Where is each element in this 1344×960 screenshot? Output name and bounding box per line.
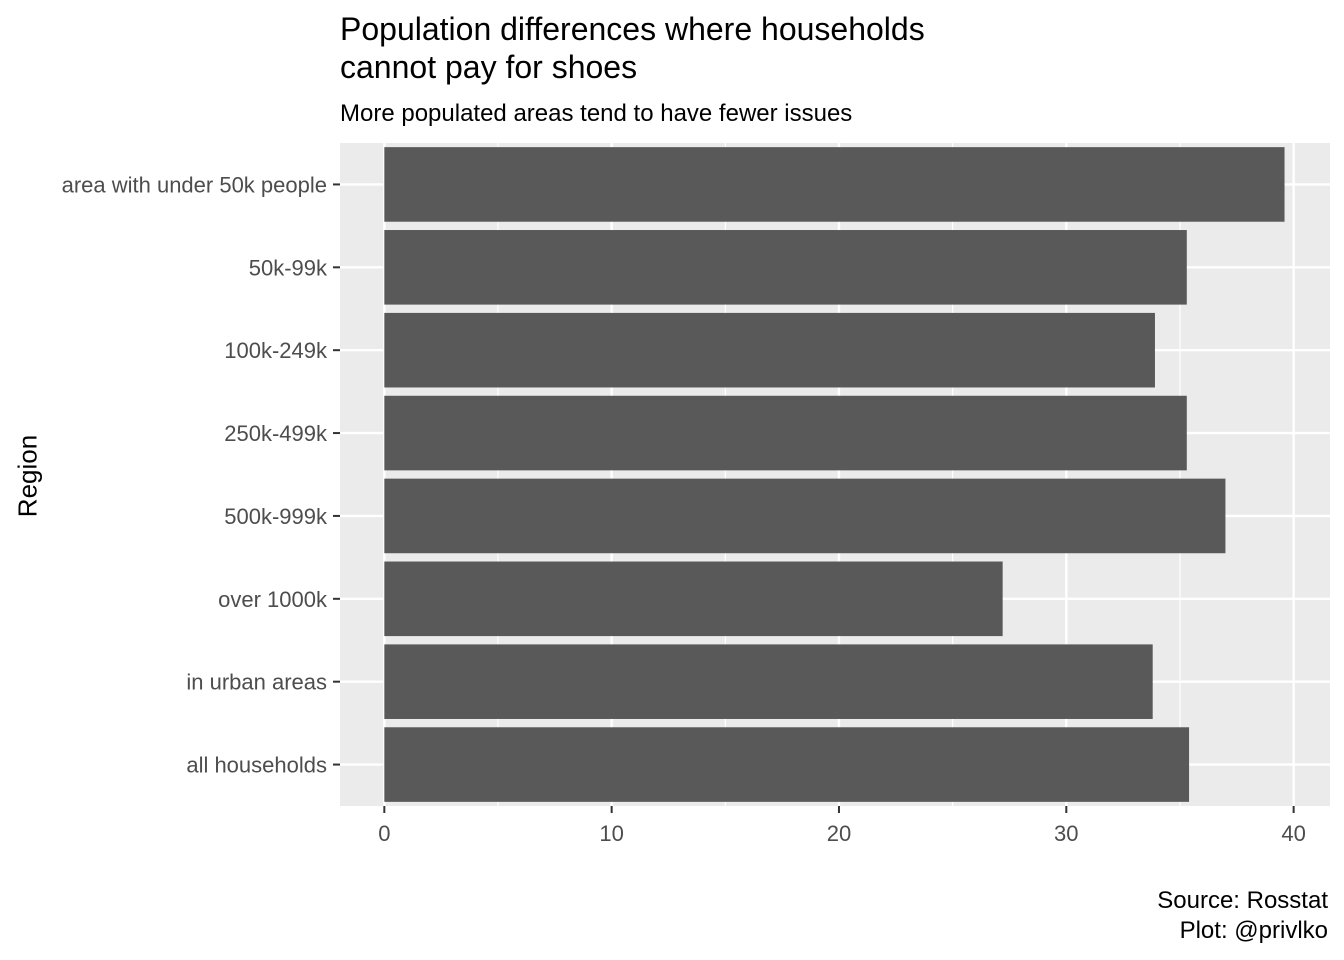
x-tick-label: 20 (827, 821, 851, 846)
y-axis: area with under 50k people 50k-99k 100k-24… (62, 172, 340, 778)
y-tick-label: 100k-249k (224, 338, 328, 363)
y-tick-label: over 1000k (218, 587, 328, 612)
bar (384, 395, 1187, 471)
x-tick-label: 0 (378, 821, 390, 846)
caption-credit: Plot: @privlko (1179, 917, 1328, 944)
chart-subtitle: More populated areas tend to have fewer … (340, 100, 853, 127)
bar (384, 147, 1285, 222)
chart-title: Population differences where households … (340, 11, 925, 85)
x-tick-label: 40 (1281, 821, 1305, 846)
y-tick-label: in urban areas (186, 670, 327, 695)
bar (384, 478, 1226, 554)
x-tick-label: 30 (1054, 821, 1078, 846)
y-tick-label: 250k-499k (224, 421, 328, 446)
bars (384, 147, 1285, 802)
x-tick-label: 10 (599, 821, 623, 846)
bar (384, 230, 1187, 305)
y-tick-label: 500k-999k (224, 504, 328, 529)
bar (384, 561, 1003, 637)
bar (384, 312, 1155, 388)
y-tick-label: all households (186, 753, 327, 778)
caption-source: Source: Rosstat (1157, 887, 1328, 914)
y-tick-label: 50k-99k (249, 255, 328, 280)
y-axis-title: Region (12, 434, 43, 518)
bar (384, 727, 1190, 802)
bar (384, 644, 1153, 719)
caption: Source: Rosstat Plot: @privlko (1157, 886, 1328, 946)
x-axis: 0 10 20 30 40 (378, 806, 1306, 846)
y-tick-label: area with under 50k people (62, 172, 327, 197)
